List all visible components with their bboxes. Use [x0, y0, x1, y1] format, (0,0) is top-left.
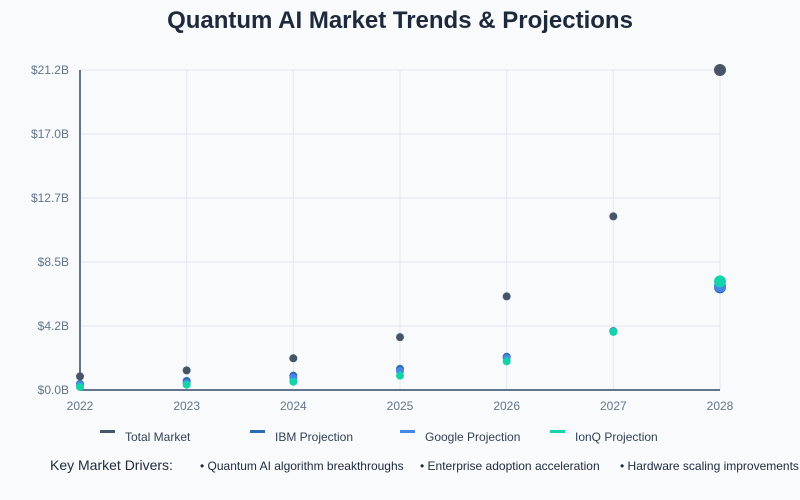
data-point-total-market	[714, 64, 726, 76]
legend-swatch	[250, 430, 265, 433]
chart-title: Quantum AI Market Trends & Projections	[167, 7, 633, 34]
grid-lines	[79, 69, 721, 391]
x-tick-label: 2028	[707, 399, 734, 413]
y-tick-label: $0.0B	[38, 383, 69, 397]
data-point-total-market	[396, 333, 404, 342]
y-tick-label: $4.2B	[38, 319, 69, 333]
y-tick-label: $21.2B	[31, 63, 69, 77]
data-point-ionq-projection	[76, 382, 84, 391]
data-point-ionq-projection	[396, 371, 404, 380]
data-point-total-market	[502, 292, 511, 301]
legend-label: Google Projection	[425, 430, 521, 444]
y-axis-ticks: $0.0B $4.2B $8.5B $12.7B $17.0B $21.2B	[31, 63, 69, 397]
data-points	[76, 64, 726, 391]
data-point-ionq-projection	[609, 327, 618, 336]
legend-label: Total Market	[125, 430, 191, 444]
y-tick-label: $17.0B	[31, 127, 69, 141]
drivers-title: Key Market Drivers:	[50, 457, 173, 473]
x-tick-label: 2027	[600, 399, 627, 413]
x-tick-label: 2023	[173, 399, 200, 413]
data-point-total-market	[182, 366, 191, 375]
driver-item: • Quantum AI algorithm breakthroughs	[200, 459, 404, 473]
driver-item: • Hardware scaling improvements	[620, 459, 799, 473]
data-point-total-market	[76, 372, 84, 381]
legend-swatch	[550, 430, 565, 433]
legend-label: IBM Projection	[275, 430, 354, 444]
x-tick-label: 2025	[387, 399, 414, 413]
data-point-ionq-projection	[714, 275, 726, 288]
data-point-total-market	[289, 354, 298, 363]
y-tick-label: $12.7B	[31, 191, 69, 205]
x-axis-ticks: 2022 2023 2024 2025 2026 2027 2028	[67, 399, 734, 413]
legend-swatch	[100, 430, 115, 433]
x-tick-label: 2024	[280, 399, 307, 413]
y-tick-label: $8.5B	[38, 255, 69, 269]
data-point-total-market	[609, 212, 618, 221]
x-tick-label: 2026	[493, 399, 520, 413]
data-point-ionq-projection	[289, 377, 298, 386]
chart-plot: $0.0B$4.2B$8.5B$12.7B$17.0B$21.2B 2022 20…	[31, 63, 734, 413]
legend-swatch	[400, 430, 415, 433]
x-tick-label: 2022	[67, 399, 94, 413]
data-point-ionq-projection	[502, 357, 511, 366]
data-point-ionq-projection	[182, 380, 191, 389]
legend-label: IonQ Projection	[575, 430, 658, 444]
driver-item: • Enterprise adoption acceleration	[420, 459, 600, 473]
